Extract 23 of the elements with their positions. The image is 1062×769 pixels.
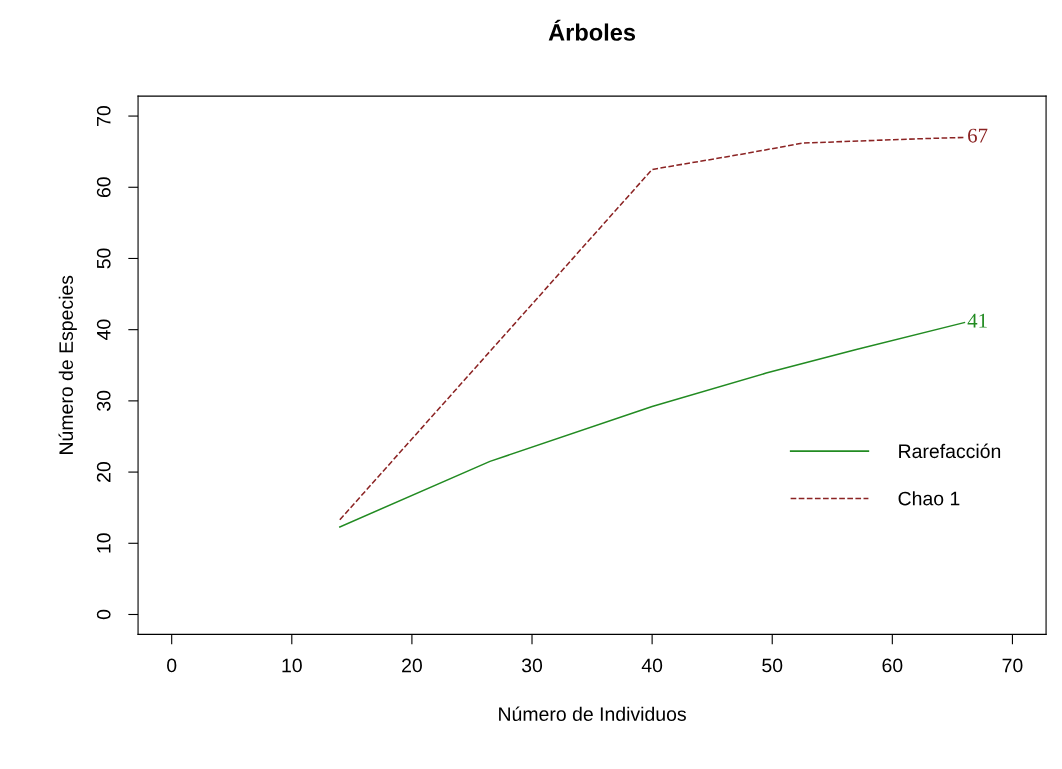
x-tick-label: 20 [402,658,422,673]
y-tick-label: 30 [96,390,111,411]
y-tick-label: 40 [96,319,111,341]
x-tick-label: 40 [641,658,663,673]
y-tick-label: 70 [96,106,111,126]
y-tick-label: 50 [96,248,111,269]
y-axis-title: Número de Especies [58,275,77,454]
annotation: 67 [968,128,988,143]
annotation: 41 [967,313,987,328]
x-tick-label: 60 [882,658,903,673]
x-tick-label: 0 [167,658,177,673]
x-tick-label: 50 [762,658,783,673]
y-tick-label: 20 [96,462,111,482]
y-tick-label: 60 [96,177,111,198]
legend-label: Rarefacción [899,443,1001,459]
chart-title: Árboles [548,19,636,41]
y-tick-label: 10 [96,533,111,553]
x-tick-label: 70 [1002,658,1023,673]
x-axis-title: Número de Individuos [499,706,686,721]
y-tick-label: 0 [96,609,111,620]
x-tick-label: 30 [521,658,543,673]
x-tick-label: 10 [282,658,302,673]
legend-label: Chao 1 [898,491,960,506]
